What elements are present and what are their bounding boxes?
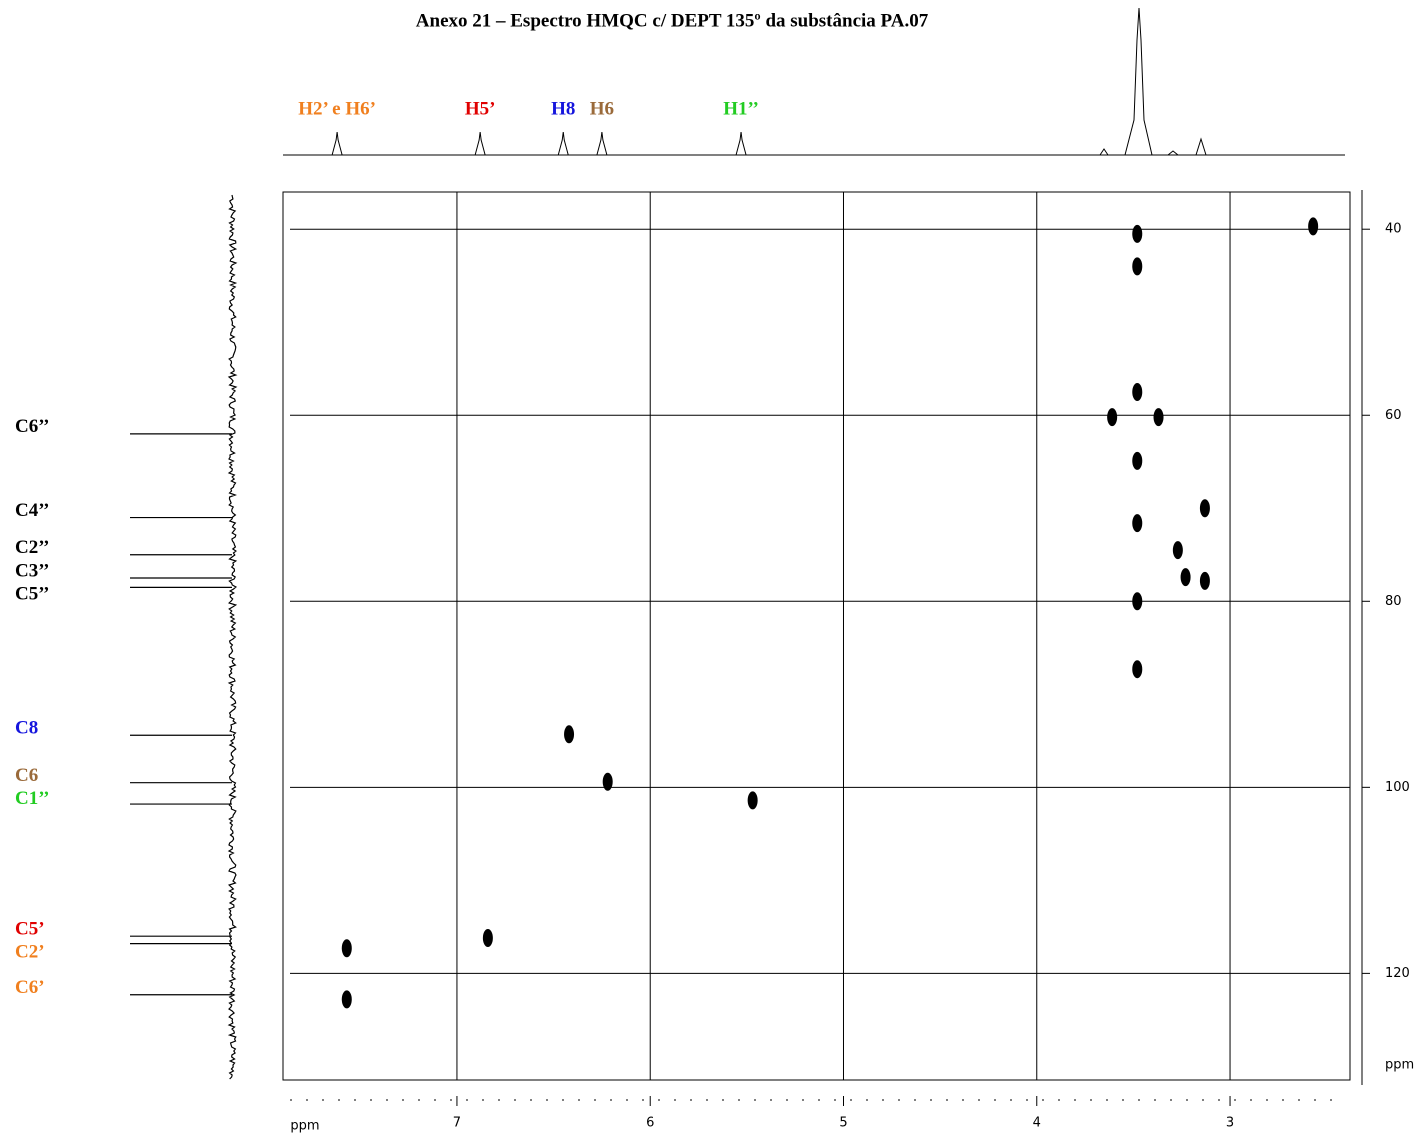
y-tick-label: 120 (1385, 966, 1410, 981)
x-tick-label: 6 (646, 1116, 654, 1131)
cross-peak (1180, 568, 1191, 587)
carbon-label: C2’’ (15, 537, 49, 558)
cross-peak (1199, 571, 1210, 590)
cross-peak (1132, 660, 1143, 679)
cross-peak (1107, 408, 1118, 427)
cross-peak (1153, 408, 1164, 427)
y-tick-label: 40 (1385, 222, 1402, 237)
carbon-label: C2’ (15, 942, 45, 963)
cross-peak (747, 791, 758, 810)
proton-peak (474, 131, 486, 156)
cross-peak (1132, 257, 1143, 276)
cross-peak (1132, 592, 1143, 611)
proton-label: H8 (551, 98, 575, 119)
y-tick-label: 60 (1385, 408, 1402, 423)
cross-peak (602, 772, 613, 791)
carbon-baseline (227, 194, 238, 1080)
x-tick-label: 3 (1226, 1116, 1234, 1131)
proton-peak (596, 131, 608, 156)
proton-peak (557, 131, 569, 156)
x-axis-label: ppm (290, 1119, 319, 1134)
x-tick-label: 7 (453, 1116, 461, 1131)
carbon-label: C8 (15, 718, 38, 739)
x-tick-label: 5 (839, 1116, 847, 1131)
carbon-label: C4’’ (15, 500, 49, 521)
cross-peak (482, 929, 493, 948)
cross-peak (1172, 541, 1183, 560)
y-tick-label: 80 (1385, 594, 1402, 609)
carbon-label: C6’ (15, 977, 45, 998)
carbon-label: C6 (15, 765, 38, 786)
cross-peak (1132, 382, 1143, 401)
cross-peak (341, 939, 352, 958)
carbon-label: C3’’ (15, 560, 49, 581)
proton-label: H6 (590, 98, 614, 119)
carbon-label: C1’’ (15, 788, 49, 809)
cross-peak (1132, 514, 1143, 533)
cross-peak (1308, 217, 1319, 236)
carbon-label: C5’’ (15, 583, 49, 604)
proton-label: H5’ (465, 98, 496, 119)
proton-peak (331, 131, 343, 156)
cross-peak (564, 725, 575, 744)
cross-peak (1132, 224, 1143, 243)
plot-frame (282, 191, 1351, 1081)
proton-label: H1’’ (723, 98, 759, 119)
x-tick-label: 4 (1033, 1116, 1041, 1131)
carbon-label: C5’ (15, 919, 45, 940)
proton-label: H2’ e H6’ (298, 98, 376, 119)
y-tick-label: 100 (1385, 780, 1410, 795)
solvent-peak (1099, 7, 1207, 156)
cross-peak (1199, 499, 1210, 518)
cross-peak (341, 990, 352, 1009)
carbon-label: C6’’ (15, 416, 49, 437)
proton-peak (735, 131, 747, 156)
title: Anexo 21 – Espectro HMQC c/ DEPT 135º da… (416, 10, 929, 31)
y-axis-label: ppm (1385, 1058, 1414, 1073)
cross-peak (1132, 451, 1143, 470)
